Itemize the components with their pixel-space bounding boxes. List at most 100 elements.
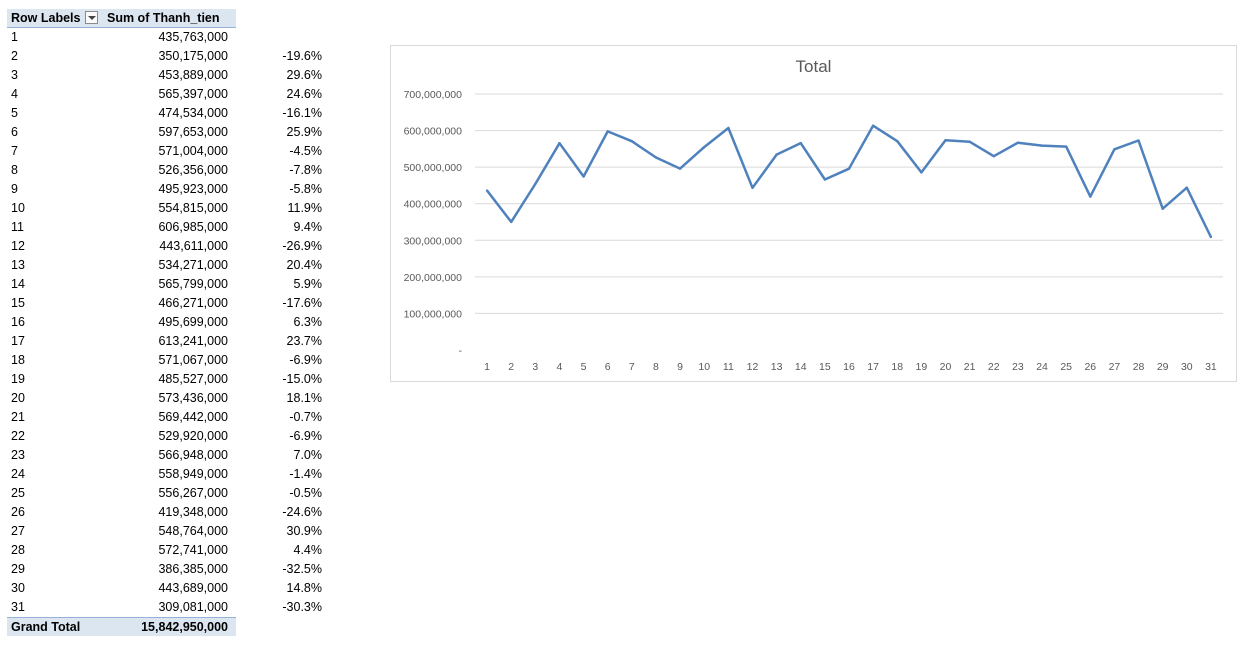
data-point[interactable] bbox=[847, 167, 851, 170]
data-point[interactable] bbox=[1137, 139, 1140, 142]
data-point[interactable] bbox=[558, 142, 561, 145]
row-change-pct: 18.1% bbox=[286, 391, 322, 405]
pivot-row[interactable]: 20 573,436,000 18.1% bbox=[7, 389, 337, 408]
row-value: 435,763,000 bbox=[158, 30, 228, 44]
data-point[interactable] bbox=[992, 155, 995, 158]
pivot-row[interactable]: 31 309,081,000 -30.3% bbox=[7, 598, 337, 617]
row-value: 554,815,000 bbox=[158, 201, 228, 215]
x-tick-label: 16 bbox=[843, 361, 855, 373]
data-point[interactable] bbox=[606, 130, 609, 133]
row-labels-header[interactable]: Row Labels bbox=[11, 11, 81, 25]
pivot-row[interactable]: 30 443,689,000 14.8% bbox=[7, 579, 337, 598]
row-value: 569,442,000 bbox=[158, 410, 228, 424]
chart-plot: - 100,000,000 200,000,000 300,000,000 400,00… bbox=[404, 89, 1223, 373]
row-change-pct: 14.8% bbox=[286, 581, 322, 595]
pivot-row[interactable]: 8 526,356,000 -7.8% bbox=[7, 161, 337, 180]
data-point[interactable] bbox=[630, 139, 634, 143]
pivot-row[interactable]: 5 474,534,000 -16.1% bbox=[7, 104, 337, 123]
pivot-rows: 1 435,763,000 2 350,175,000 -19.6% 3 453,889,0… bbox=[7, 28, 337, 617]
row-value: 419,348,000 bbox=[158, 505, 228, 519]
data-point[interactable] bbox=[823, 178, 827, 181]
pivot-row[interactable]: 1 435,763,000 bbox=[7, 28, 337, 47]
data-point[interactable] bbox=[920, 171, 923, 174]
pivot-row[interactable]: 2 350,175,000 -19.6% bbox=[7, 47, 337, 66]
row-label: 30 bbox=[11, 581, 25, 595]
x-tick-label: 28 bbox=[1133, 361, 1145, 373]
row-change-pct: 6.3% bbox=[293, 315, 323, 329]
grand-total-row[interactable]: Grand Total 15,842,950,000 bbox=[7, 617, 236, 636]
x-tick-label: 4 bbox=[557, 361, 563, 373]
row-change-pct: -32.5% bbox=[282, 562, 322, 576]
row-change-pct: -24.6% bbox=[282, 505, 322, 519]
data-point[interactable] bbox=[654, 156, 658, 159]
data-point[interactable] bbox=[1209, 235, 1213, 239]
row-change-pct: -17.6% bbox=[282, 296, 322, 310]
data-point[interactable] bbox=[485, 189, 489, 192]
data-point[interactable] bbox=[775, 153, 778, 156]
pivot-row[interactable]: 3 453,889,000 29.6% bbox=[7, 66, 337, 85]
data-point[interactable] bbox=[509, 220, 513, 224]
row-change-pct: -0.7% bbox=[289, 410, 322, 424]
data-point[interactable] bbox=[968, 140, 971, 143]
pivot-row[interactable]: 21 569,442,000 -0.7% bbox=[7, 408, 337, 427]
data-point[interactable] bbox=[1185, 186, 1189, 189]
pivot-row[interactable]: 19 485,527,000 -15.0% bbox=[7, 370, 337, 389]
row-label: 22 bbox=[11, 429, 25, 443]
data-point[interactable] bbox=[751, 186, 754, 189]
pivot-row[interactable]: 13 534,271,000 20.4% bbox=[7, 256, 337, 275]
row-change-pct: -1.4% bbox=[289, 467, 322, 481]
data-point[interactable] bbox=[1016, 141, 1020, 144]
row-label: 29 bbox=[11, 562, 25, 576]
pivot-row[interactable]: 28 572,741,000 4.4% bbox=[7, 541, 337, 560]
chart-title[interactable]: Total bbox=[795, 57, 832, 76]
sum-header[interactable]: Sum of Thanh_tien bbox=[107, 11, 220, 25]
data-point[interactable] bbox=[1089, 195, 1092, 198]
pivot-row[interactable]: 12 443,611,000 -26.9% bbox=[7, 237, 337, 256]
data-point[interactable] bbox=[871, 124, 875, 127]
filter-dropdown-icon[interactable] bbox=[85, 11, 98, 24]
pivot-row[interactable]: 29 386,385,000 -32.5% bbox=[7, 560, 337, 579]
pivot-row[interactable]: 17 613,241,000 23.7% bbox=[7, 332, 337, 351]
pivot-row[interactable]: 23 566,948,000 7.0% bbox=[7, 446, 337, 465]
x-tick-label: 1 bbox=[484, 361, 490, 373]
pivot-header-row: Row Labels Sum of Thanh_tien bbox=[7, 9, 236, 28]
pivot-row[interactable]: 10 554,815,000 11.9% bbox=[7, 199, 337, 218]
row-label: 3 bbox=[11, 68, 18, 82]
data-point[interactable] bbox=[944, 139, 947, 142]
pivot-row[interactable]: 7 571,004,000 -4.5% bbox=[7, 142, 337, 161]
pivot-row[interactable]: 18 571,067,000 -6.9% bbox=[7, 351, 337, 370]
data-point[interactable] bbox=[799, 141, 802, 145]
row-label: 11 bbox=[11, 220, 24, 234]
series-line[interactable] bbox=[486, 124, 1213, 238]
data-point[interactable] bbox=[1113, 148, 1116, 151]
pivot-row[interactable]: 27 548,764,000 30.9% bbox=[7, 522, 337, 541]
pivot-row[interactable]: 15 466,271,000 -17.6% bbox=[7, 294, 337, 313]
row-label: 15 bbox=[11, 296, 25, 310]
data-point[interactable] bbox=[727, 126, 730, 130]
pivot-row[interactable]: 4 565,397,000 24.6% bbox=[7, 85, 337, 104]
row-label: 28 bbox=[11, 543, 25, 557]
pivot-row[interactable]: 11 606,985,000 9.4% bbox=[7, 218, 337, 237]
pivot-row[interactable]: 25 556,267,000 -0.5% bbox=[7, 484, 337, 503]
data-point[interactable] bbox=[678, 167, 682, 170]
x-tick-label: 27 bbox=[1109, 361, 1121, 373]
x-tick-label: 20 bbox=[940, 361, 952, 373]
pivot-row[interactable]: 14 565,799,000 5.9% bbox=[7, 275, 337, 294]
data-point[interactable] bbox=[1161, 207, 1164, 210]
row-value: 529,920,000 bbox=[158, 429, 228, 443]
line-chart[interactable]: Total - 100,000,000 200,000,000 300,000,000… bbox=[390, 45, 1237, 382]
data-point[interactable] bbox=[582, 175, 585, 178]
data-point[interactable] bbox=[1040, 144, 1044, 147]
pivot-row[interactable]: 9 495,923,000 -5.8% bbox=[7, 180, 337, 199]
row-value: 466,271,000 bbox=[158, 296, 228, 310]
data-point[interactable] bbox=[534, 182, 537, 186]
data-point[interactable] bbox=[703, 145, 706, 149]
data-point[interactable] bbox=[1064, 145, 1068, 148]
data-point[interactable] bbox=[896, 139, 899, 143]
pivot-row[interactable]: 16 495,699,000 6.3% bbox=[7, 313, 337, 332]
pivot-row[interactable]: 6 597,653,000 25.9% bbox=[7, 123, 337, 142]
pivot-row[interactable]: 26 419,348,000 -24.6% bbox=[7, 503, 337, 522]
pivot-row[interactable]: 22 529,920,000 -6.9% bbox=[7, 427, 337, 446]
pivot-row[interactable]: 24 558,949,000 -1.4% bbox=[7, 465, 337, 484]
row-value: 573,436,000 bbox=[158, 391, 228, 405]
